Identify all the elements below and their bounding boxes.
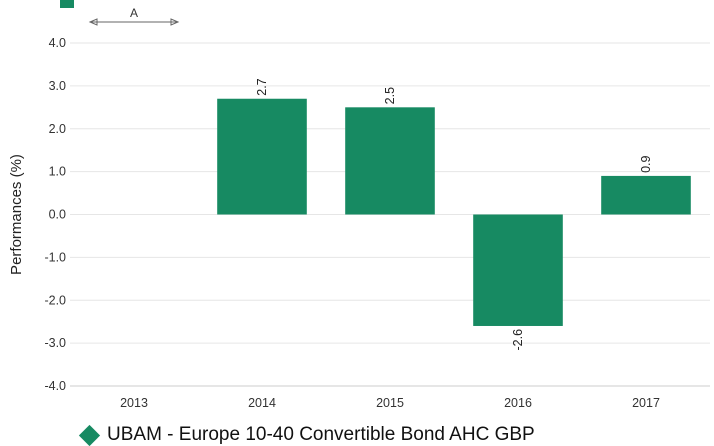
- y-axis-title: Performances (%): [8, 154, 25, 275]
- data-label: 2.5: [383, 87, 397, 104]
- bar-2015: [345, 107, 435, 215]
- y-tick-label: 1.0: [49, 165, 66, 179]
- data-label: -2.6: [511, 329, 525, 351]
- bar-2016: [473, 214, 563, 326]
- legend-diamond-icon: [78, 424, 101, 446]
- y-tick-label: -1.0: [44, 250, 66, 264]
- header-mark: [60, 0, 74, 8]
- y-tick-label: 4.0: [49, 36, 66, 50]
- x-tick-label: 2015: [376, 396, 404, 410]
- annotation-arrow-right: [170, 18, 180, 26]
- bar-2017: [601, 175, 691, 215]
- data-label: 0.9: [639, 155, 653, 172]
- x-tick-label: 2016: [504, 396, 532, 410]
- data-label: 2.7: [255, 78, 269, 95]
- annotation-label: A: [130, 6, 138, 20]
- y-tick-label: -2.0: [44, 293, 66, 307]
- bar-2014: [217, 98, 307, 215]
- x-tick-label: 2013: [120, 396, 148, 410]
- annotation-arrow-left: [88, 18, 98, 26]
- bar-chart: 4.0 3.0 2.0 1.0 0.0 -1.0 -2.0 -3.0 -4.0 Performan…: [8, 6, 710, 410]
- x-tick-label: 2017: [632, 396, 660, 410]
- y-tick-label: 0.0: [49, 208, 66, 222]
- y-tick-label: 2.0: [49, 122, 66, 136]
- y-tick-label: 3.0: [49, 79, 66, 93]
- x-tick-label: 2014: [248, 396, 276, 410]
- legend-label: UBAM - Europe 10-40 Convertible Bond AHC…: [107, 424, 535, 445]
- y-tick-label: -3.0: [44, 336, 66, 350]
- legend[interactable]: UBAM - Europe 10-40 Convertible Bond AHC…: [78, 424, 535, 446]
- y-tick-label: -4.0: [44, 379, 66, 393]
